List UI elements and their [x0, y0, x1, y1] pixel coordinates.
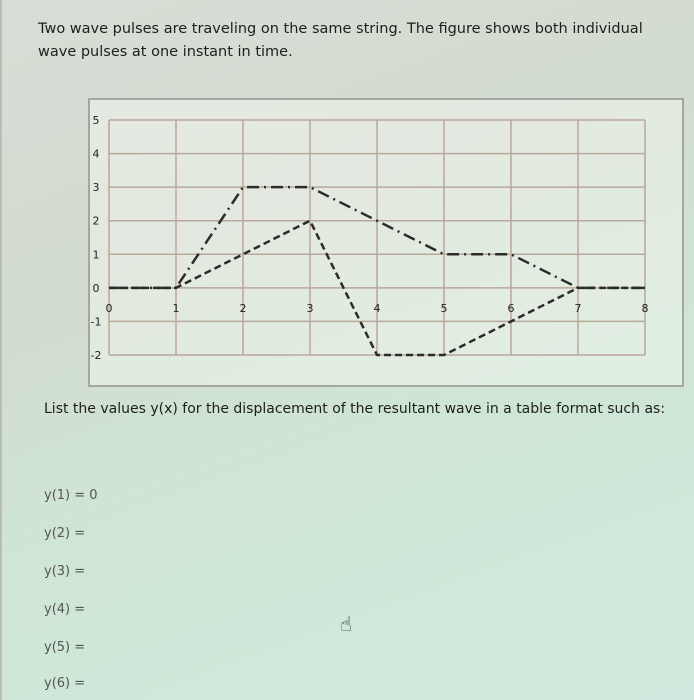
answer-y1: y(1) = 0 — [44, 488, 98, 503]
y-tick-label: 2 — [93, 215, 100, 228]
answer-y3[interactable]: y(3) = — [44, 564, 86, 579]
question-intro: Two wave pulses are traveling on the sam… — [38, 21, 643, 60]
x-tick-label: 7 — [575, 302, 582, 315]
x-tick-label: 2 — [240, 302, 247, 315]
wave-chart: 5 4 3 2 1 0 -1 -2 0 1 2 3 4 5 6 7 8 — [91, 114, 649, 362]
x-tick-label: 0 — [106, 302, 113, 315]
y-tick-label: 0 — [93, 282, 100, 295]
question-prompt: List the values y(x) for the displacemen… — [44, 401, 666, 417]
x-tick-label: 6 — [508, 302, 515, 315]
x-tick-label: 3 — [307, 302, 314, 315]
y-tick-label: 5 — [93, 114, 100, 127]
wave-pulse-figure: 5 4 3 2 1 0 -1 -2 0 1 2 3 4 5 6 7 8 — [88, 98, 684, 387]
answer-y5[interactable]: y(5) = — [44, 640, 86, 655]
x-tick-label: 1 — [173, 302, 180, 315]
x-tick-label: 5 — [441, 302, 448, 315]
pulse-dashed-line — [109, 219, 645, 357]
answer-y2[interactable]: y(2) = — [44, 526, 86, 541]
x-tick-label: 4 — [374, 302, 381, 315]
x-tick-label: 8 — [642, 302, 649, 315]
y-tick-label: 3 — [93, 181, 100, 194]
answer-y4[interactable]: y(4) = — [44, 602, 86, 617]
answer-y6[interactable]: y(6) = — [44, 676, 86, 691]
pulse-dash-dot-line — [109, 185, 645, 290]
hand-pointer-icon: ☝ — [340, 612, 353, 636]
y-tick-label: 1 — [93, 248, 100, 261]
y-tick-label: 4 — [93, 148, 100, 161]
y-tick-label: -1 — [91, 315, 102, 328]
y-tick-label: -2 — [91, 349, 102, 362]
